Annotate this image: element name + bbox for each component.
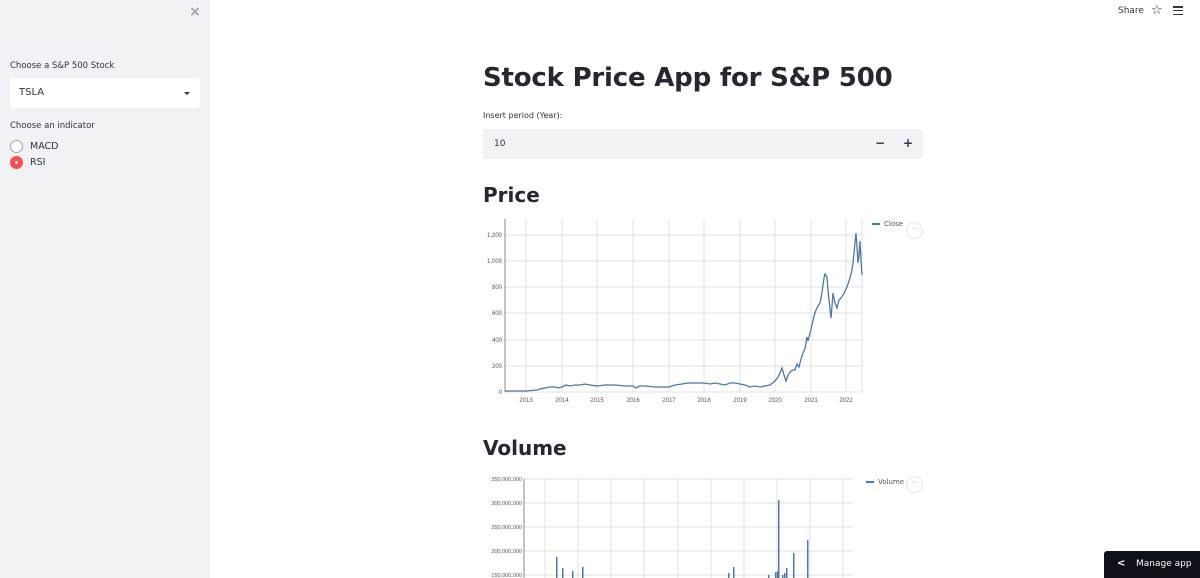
svg-text:2017: 2017 bbox=[662, 398, 676, 404]
svg-text:2015: 2015 bbox=[590, 398, 604, 404]
period-number-input[interactable]: 10 − + bbox=[483, 129, 923, 159]
svg-text:2019: 2019 bbox=[733, 398, 747, 404]
svg-text:200: 200 bbox=[492, 364, 503, 370]
manage-app-button[interactable]: < Manage app bbox=[1104, 551, 1200, 578]
radio-rsi[interactable]: RSI bbox=[10, 155, 45, 169]
stock-select-value: TSLA bbox=[19, 87, 45, 98]
svg-text:2018: 2018 bbox=[697, 398, 711, 404]
price-heading: Price bbox=[483, 183, 540, 207]
svg-text:200,000,000: 200,000,000 bbox=[491, 549, 522, 555]
radio-macd[interactable]: MACD bbox=[10, 139, 58, 153]
sidebar: × Choose a S&P 500 Stock TSLA Choose an … bbox=[0, 0, 210, 578]
price-legend: Close bbox=[872, 220, 903, 228]
radio-label: RSI bbox=[30, 156, 46, 168]
svg-text:2021: 2021 bbox=[804, 398, 818, 404]
legend-swatch-icon bbox=[866, 481, 874, 483]
svg-text:300,000,000: 300,000,000 bbox=[491, 501, 522, 507]
legend-label: Volume bbox=[878, 478, 905, 486]
svg-text:400: 400 bbox=[492, 338, 503, 344]
chart-more-options-icon[interactable]: ··· bbox=[906, 222, 923, 239]
share-button[interactable]: Share bbox=[1118, 6, 1144, 16]
chart-more-options-icon[interactable]: ··· bbox=[906, 476, 923, 493]
legend-label: Close bbox=[884, 220, 904, 228]
svg-text:350,000,000: 350,000,000 bbox=[491, 477, 522, 483]
svg-text:250,000,000: 250,000,000 bbox=[491, 525, 522, 531]
svg-text:2020: 2020 bbox=[768, 398, 782, 404]
svg-text:2016: 2016 bbox=[626, 398, 640, 404]
close-sidebar-icon[interactable]: × bbox=[189, 4, 201, 20]
indicator-label: Choose an indicator bbox=[10, 121, 95, 131]
volume-chart[interactable]: 350,000,000 300,000,000 250,000,000 200,… bbox=[460, 470, 870, 578]
svg-text:2022: 2022 bbox=[839, 398, 853, 404]
svg-text:2013: 2013 bbox=[519, 398, 533, 404]
hamburger-menu-icon[interactable] bbox=[1173, 6, 1183, 16]
volume-heading: Volume bbox=[483, 436, 567, 460]
svg-text:600: 600 bbox=[492, 311, 503, 317]
svg-text:1,200: 1,200 bbox=[487, 233, 503, 239]
svg-text:2014: 2014 bbox=[555, 398, 569, 404]
price-chart[interactable]: 0 200 400 600 800 1,000 1,200 2013 2014 … bbox=[460, 215, 870, 410]
radio-circle-icon bbox=[10, 139, 23, 153]
chevron-left-icon: < bbox=[1117, 558, 1126, 569]
volume-legend: Volume bbox=[866, 478, 904, 486]
svg-text:800: 800 bbox=[492, 285, 503, 291]
stock-select-label: Choose a S&P 500 Stock bbox=[10, 61, 115, 71]
stock-select[interactable]: TSLA bbox=[10, 78, 200, 108]
svg-text:1,000: 1,000 bbox=[487, 259, 503, 265]
increment-button[interactable]: + bbox=[903, 136, 914, 150]
manage-app-label: Manage app bbox=[1136, 559, 1192, 569]
decrement-button[interactable]: − bbox=[875, 136, 886, 150]
chevron-down-icon bbox=[184, 92, 190, 95]
star-icon[interactable]: ☆ bbox=[1151, 3, 1163, 18]
svg-text:150,000,000: 150,000,000 bbox=[491, 573, 522, 578]
period-label: Insert period (Year): bbox=[483, 111, 563, 120]
page-title: Stock Price App for S&P 500 bbox=[483, 63, 893, 93]
period-value[interactable]: 10 bbox=[494, 139, 506, 149]
svg-text:0: 0 bbox=[499, 390, 503, 396]
radio-label: MACD bbox=[30, 140, 59, 152]
legend-swatch-icon bbox=[872, 223, 880, 225]
radio-selected-icon bbox=[10, 155, 23, 169]
